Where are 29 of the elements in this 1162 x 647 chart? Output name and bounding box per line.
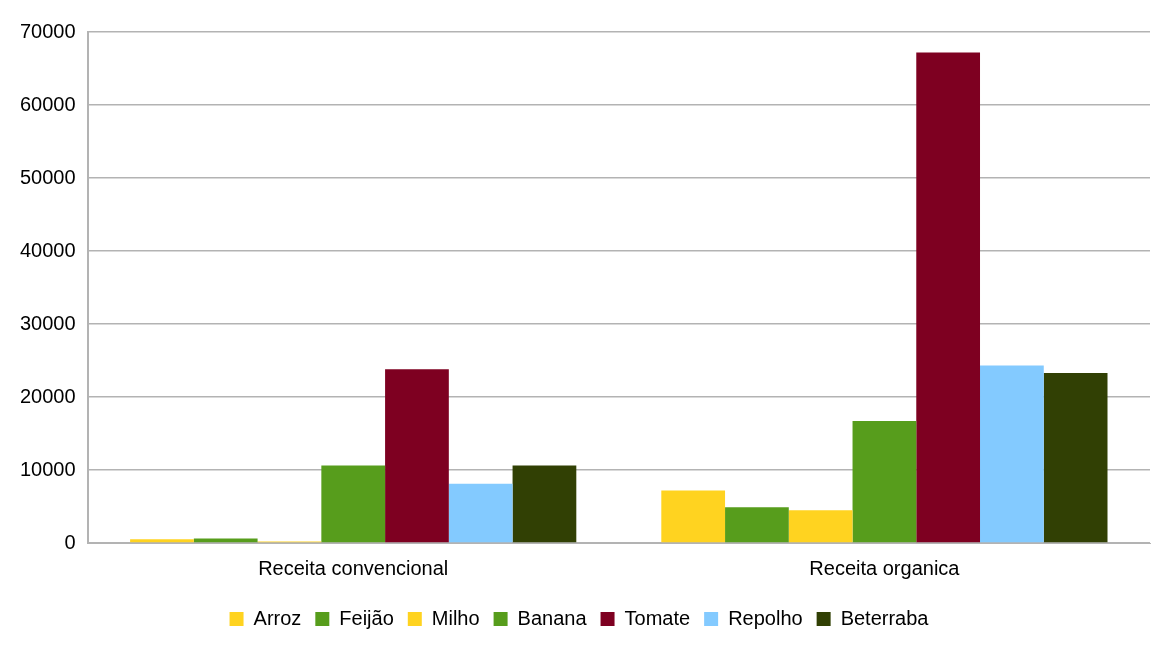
y-tick-label: 50000	[19, 165, 76, 188]
bar	[321, 465, 386, 543]
bar	[385, 369, 449, 543]
bar	[512, 465, 577, 543]
y-tick-label: 60000	[19, 92, 76, 115]
legend-label: Arroz	[253, 606, 302, 629]
legend-label: Banana	[517, 606, 588, 629]
y-tick-label: 20000	[19, 384, 76, 407]
y-tick-label: 30000	[19, 311, 76, 334]
bar	[1043, 372, 1108, 543]
bar	[448, 483, 513, 543]
legend-label: Tomate	[624, 606, 691, 629]
bar	[725, 507, 789, 543]
legend-label: Beterraba	[840, 606, 930, 629]
y-tick-label: 10000	[19, 457, 76, 480]
bar	[788, 510, 853, 543]
bar	[130, 539, 194, 543]
legend-label: Milho	[431, 606, 480, 629]
bar	[661, 490, 726, 543]
y-tick-label: 0	[64, 530, 76, 553]
legend-label: Feijão	[339, 606, 394, 629]
y-tick-label: 40000	[19, 238, 76, 261]
bar	[852, 421, 917, 543]
y-tick-label: 70000	[19, 19, 76, 42]
bar	[980, 365, 1044, 543]
x-tick-label: Receita convencional	[258, 556, 449, 579]
x-tick-label: Receita organica	[809, 556, 961, 579]
bar	[916, 52, 981, 543]
legend-label: Repolho	[728, 606, 803, 629]
